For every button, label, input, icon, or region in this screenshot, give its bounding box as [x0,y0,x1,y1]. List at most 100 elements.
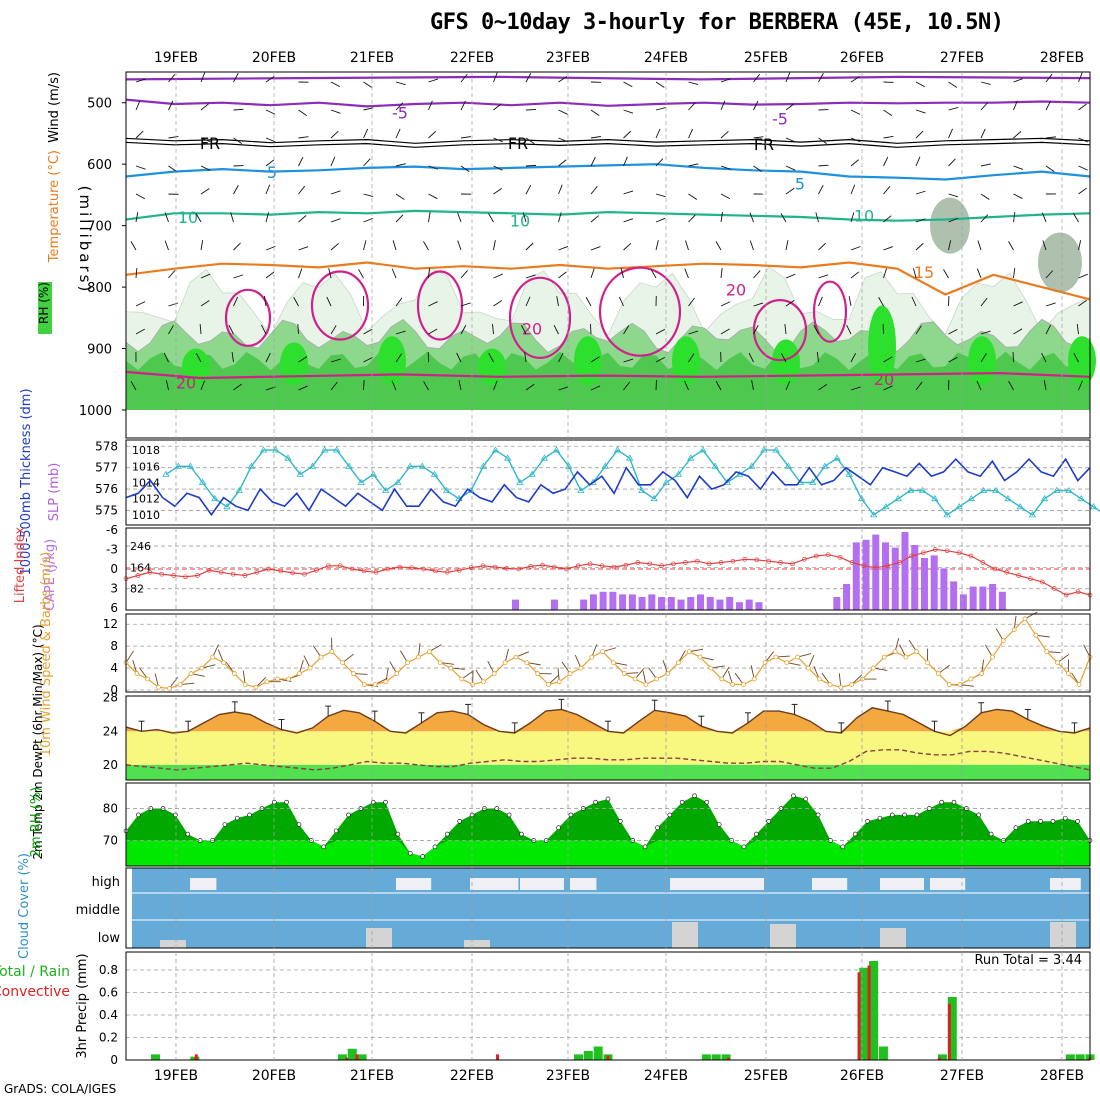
date-label-bottom: 26FEB [840,1068,884,1084]
wind-marker [546,682,551,687]
wind-barb [753,302,764,307]
isotherm-20-cell [224,288,272,347]
wind-marker [611,660,616,665]
wind-barb [753,165,763,172]
li-marker [611,564,617,570]
rh-marker [667,812,673,818]
wind-marker [838,684,844,690]
wind-barb [195,353,202,363]
wind-barb [915,242,924,251]
wind-barb [428,301,438,307]
li-marker [266,566,272,572]
wind-marker [307,665,313,671]
cloud-low-bar [366,928,392,948]
li-marker [599,563,605,569]
y-tick-label: 24 [103,724,118,738]
series-line-temperature [125,707,1091,737]
band-dew [126,764,1090,780]
wind-barb [460,73,468,83]
rh-area-low [126,840,1090,866]
date-label-top: 21FEB [350,50,394,66]
wind-barb [948,81,958,88]
y-axis-label: 1000-500mb Thickness (dm) [19,388,34,575]
cape-bar [550,599,558,610]
wind-barb [1078,299,1087,307]
rh-marker [877,815,883,821]
wind-barb [720,78,731,83]
y-tick-label-right: 246 [130,540,151,553]
wind-barb [915,381,923,391]
credit-label: GrADS: COLA/IGES [4,1082,117,1096]
wind-barb [460,100,466,111]
wind-barb [623,325,630,335]
wind-barb [883,156,889,167]
cloud-level-label: middle [76,903,120,918]
precip-total-bar [878,1046,888,1060]
rh-marker [741,844,747,850]
wind-barb [1073,352,1079,363]
slp-marker [186,462,195,469]
li-marker [980,560,986,565]
rh-marker [914,812,920,818]
wind-barb [688,193,698,200]
rh-marker [852,831,858,837]
rh-marker [407,850,413,856]
wind-barb [525,242,534,251]
wind-barb [395,163,406,167]
precip-conv-bar [937,1057,941,1060]
wind-barb [200,188,210,195]
wind-barb [522,212,527,223]
slp-marker [211,494,219,502]
cape-bar [511,599,519,610]
wind-marker [210,654,216,660]
wind-barb [784,324,787,335]
wind-barb [460,302,471,307]
wind-barb [623,358,634,363]
slp-marker [906,486,915,494]
wind-barb [785,273,796,279]
rh-marker [815,812,821,818]
legend-convective: Convective [0,984,70,1000]
wind-barb [265,271,275,279]
slp-marker [1089,503,1098,510]
wind-barb [525,164,537,167]
rh-marker [889,812,895,818]
wind-marker [513,654,519,660]
wind-marker [892,649,898,655]
wind-marker [762,660,768,665]
slp-marker [821,462,829,469]
wind-barb [363,357,373,363]
slp-marker [857,494,866,502]
y-axis-label: Cloud Cover (%) [17,853,32,959]
wind-barb [915,325,922,335]
y-tick-label: 8 [110,639,118,653]
wind-barb [1078,273,1088,279]
wind-barb [233,185,239,195]
wind-barb [1013,100,1018,111]
cloud-level-label: low [98,931,121,946]
wind-barb [751,380,754,391]
wind-barb [395,128,401,139]
wind-marker [849,682,855,687]
wind-barb [458,380,462,391]
slp-marker [833,454,841,461]
cape-bar [687,597,695,610]
isotherm-20-cell [310,270,370,341]
li-marker [302,571,307,577]
rh-moist-spot [378,336,406,386]
wind-barb [1045,324,1051,335]
wind-barb [1078,72,1083,83]
cloud-high-bar [520,878,564,890]
wind-barb [395,193,405,200]
slp-marker [430,470,439,477]
isotherm-15 [125,261,1091,301]
wind-barb [623,242,632,251]
wind-barb [688,81,699,85]
isotherm-FR-double [125,141,1091,148]
wind-barb [428,328,438,335]
slp-marker [845,470,854,477]
wind-marker [231,671,237,676]
li-marker [706,561,712,567]
wind-barb [168,165,178,172]
date-label-bottom: 23FEB [546,1068,590,1084]
